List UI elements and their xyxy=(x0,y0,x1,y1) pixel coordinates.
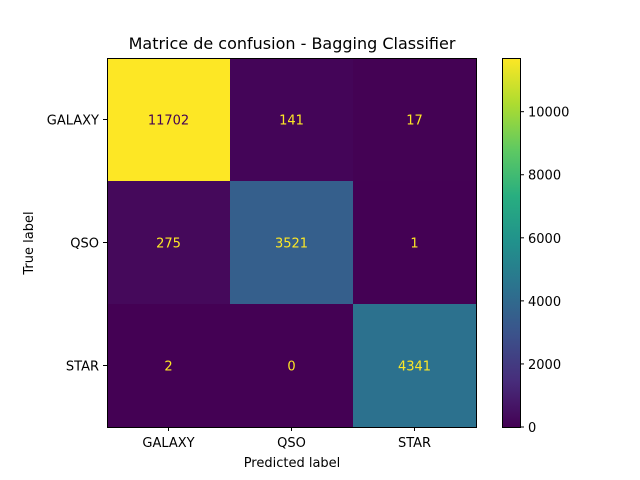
x-axis-ticks: GALAXY QSO STAR xyxy=(142,427,431,451)
cell-value-label: 275 xyxy=(156,237,181,252)
colorbar-tick-label: 2000 xyxy=(528,358,561,373)
colorbar-tick-label: 4000 xyxy=(528,295,561,310)
colorbar-tick-label: 0 xyxy=(528,421,536,436)
x-tick-label: QSO xyxy=(277,436,306,451)
matrix-cell xyxy=(107,58,230,181)
cell-value-label: 3521 xyxy=(275,237,308,252)
matrix-cell xyxy=(230,181,353,304)
matrix-cells xyxy=(107,58,476,427)
cell-value-label: 11702 xyxy=(148,114,189,129)
x-tick-label: GALAXY xyxy=(142,436,194,451)
cell-value-label: 4341 xyxy=(398,360,431,375)
cell-value-label: 0 xyxy=(287,360,295,375)
colorbar-ticks: 0 2000 4000 6000 8000 10000 xyxy=(520,106,569,436)
colorbar-tick-label: 10000 xyxy=(528,106,569,121)
x-tick-label: STAR xyxy=(398,436,431,451)
y-tick-label: GALAXY xyxy=(47,114,99,129)
matrix-cell xyxy=(353,304,476,427)
matrix-cell xyxy=(353,181,476,304)
colorbar-frame xyxy=(502,58,521,428)
cell-value-label: 1 xyxy=(410,237,418,252)
matrix-cell xyxy=(107,181,230,304)
y-tick-label: QSO xyxy=(70,237,99,252)
y-axis-label: True label xyxy=(22,211,37,275)
colorbar-tick-label: 8000 xyxy=(528,169,561,184)
matrix-cell xyxy=(230,304,353,427)
chart-title: Matrice de confusion - Bagging Classifie… xyxy=(129,34,456,53)
matrix-cell xyxy=(353,58,476,181)
y-tick-label: STAR xyxy=(66,360,99,375)
y-axis-ticks: GALAXY QSO STAR xyxy=(47,114,107,375)
colorbar-tick-label: 6000 xyxy=(528,232,561,247)
colorbar-gradient xyxy=(502,58,520,427)
matrix-cell-labels: 11702 141 17 275 3521 1 2 0 4341 xyxy=(148,114,431,375)
matrix-cell xyxy=(230,58,353,181)
x-axis-label: Predicted label xyxy=(244,456,341,471)
cell-value-label: 2 xyxy=(164,360,172,375)
cell-value-label: 141 xyxy=(279,114,304,129)
cell-value-label: 17 xyxy=(406,114,423,129)
matrix-cell xyxy=(107,304,230,427)
